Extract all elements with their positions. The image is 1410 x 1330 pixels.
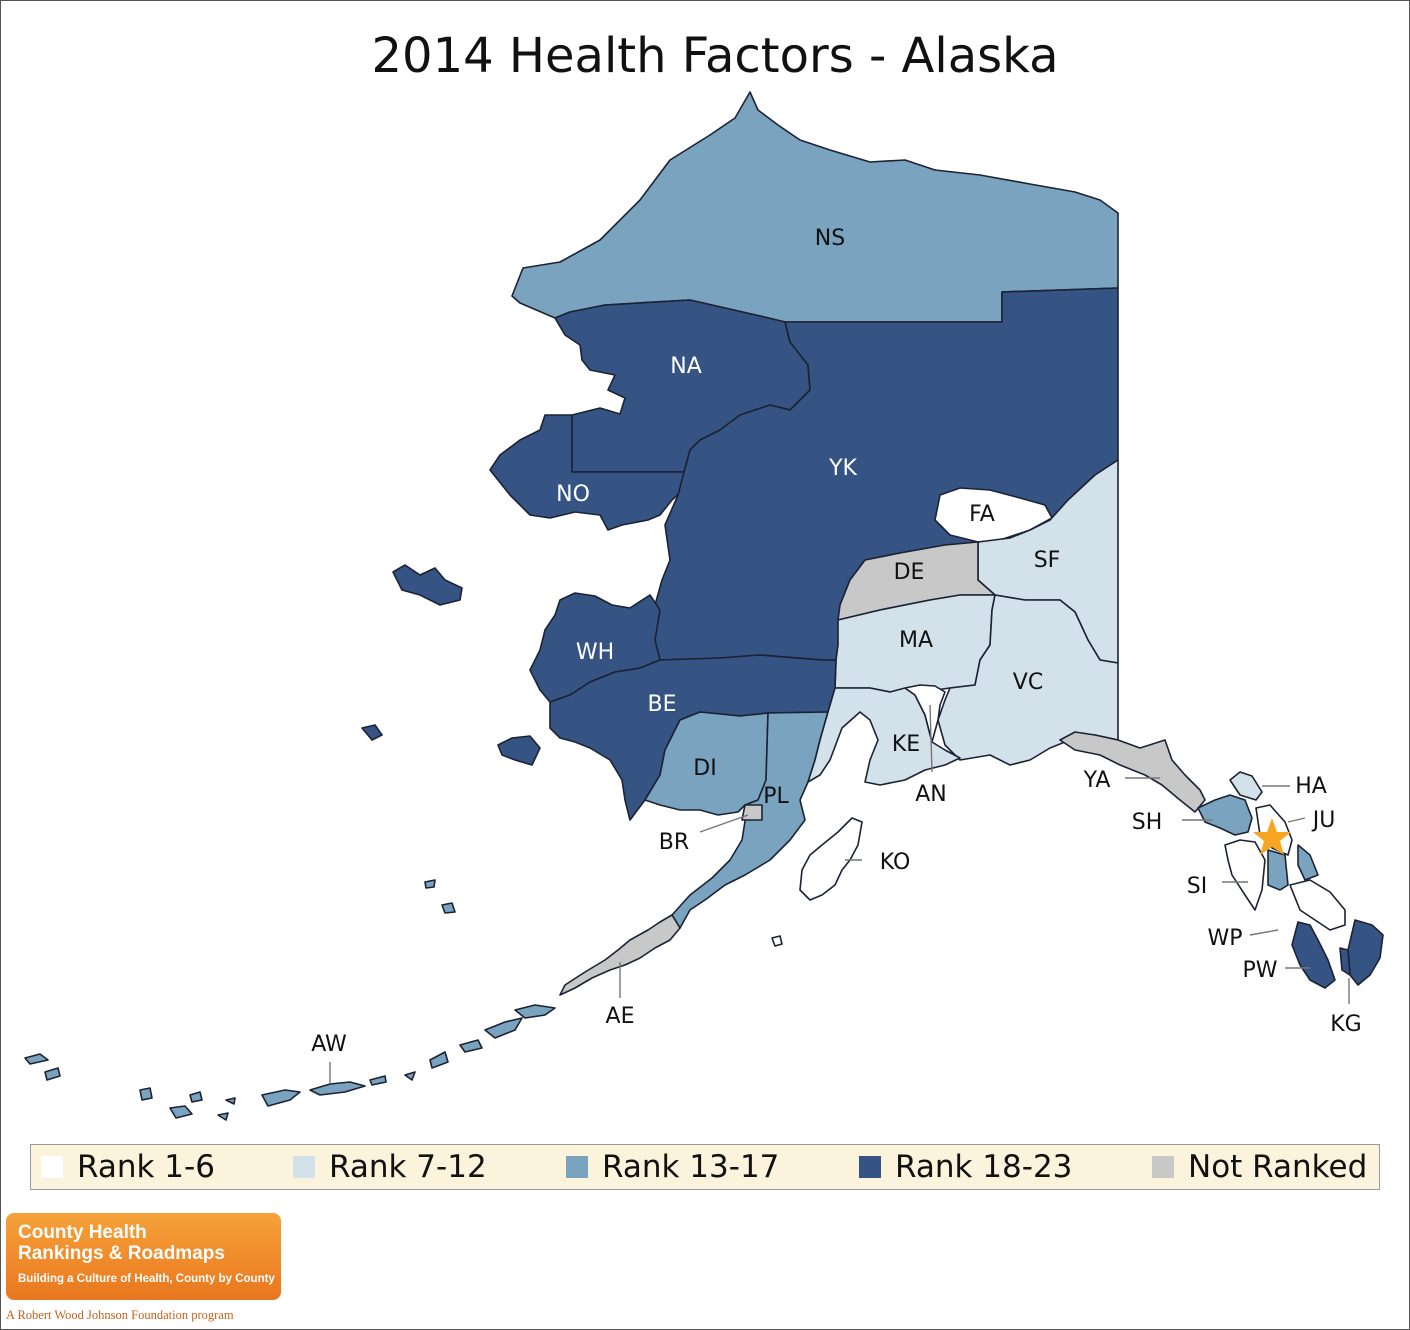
legend-item-rank-1-6: Rank 1-6 (41, 1149, 215, 1185)
region-sh[interactable] (1197, 794, 1253, 836)
region-aw[interactable] (24, 1004, 556, 1121)
legend: Rank 1-6 Rank 7-12 Rank 13-17 Rank 18-23… (30, 1144, 1380, 1190)
alaska-map: NS NA NO YK FA SF DE MA VC WH BE DI PL K… (24, 91, 1384, 1121)
legend-label: Rank 7-12 (329, 1149, 487, 1185)
legend-label: Rank 18-23 (895, 1149, 1073, 1185)
label-ha: HA (1295, 774, 1327, 799)
logo-line-2: Rankings & Roadmaps (18, 1243, 225, 1264)
region-di[interactable] (644, 711, 769, 816)
label-wp: WP (1207, 926, 1242, 951)
region-ko[interactable] (799, 817, 863, 901)
legend-swatch (41, 1156, 63, 1178)
region-an[interactable] (904, 684, 946, 743)
label-be: BE (648, 692, 677, 717)
label-ma: MA (899, 628, 933, 653)
label-wh: WH (576, 640, 614, 665)
label-fa: FA (969, 502, 995, 527)
legend-label: Rank 1-6 (77, 1149, 215, 1185)
region-bering-island[interactable] (361, 724, 383, 741)
label-ya: YA (1083, 768, 1111, 793)
region-st-lawrence-island[interactable] (392, 564, 463, 606)
label-ns: NS (815, 226, 845, 251)
legend-label: Rank 13-17 (602, 1149, 780, 1185)
region-vc[interactable] (937, 594, 1119, 766)
label-ke: KE (892, 732, 920, 757)
label-si: SI (1187, 874, 1207, 899)
label-sf: SF (1034, 548, 1061, 573)
label-aw: AW (311, 1032, 347, 1057)
label-di: DI (693, 756, 716, 781)
label-de: DE (894, 560, 925, 585)
label-yk: YK (828, 456, 857, 481)
region-wp[interactable] (1289, 879, 1346, 931)
legend-item-not-ranked: Not Ranked (1152, 1149, 1368, 1185)
label-vc: VC (1013, 670, 1043, 695)
region-ya[interactable] (1059, 731, 1206, 813)
label-no: NO (556, 482, 590, 507)
label-an: AN (915, 782, 947, 807)
region-sh-3[interactable] (1297, 844, 1319, 881)
legend-label: Not Ranked (1188, 1149, 1368, 1185)
region-pw[interactable] (1291, 921, 1336, 989)
label-sh: SH (1132, 810, 1163, 835)
region-pribilof-1[interactable] (424, 879, 436, 889)
capital-star-icon (1253, 818, 1291, 855)
label-ae: AE (606, 1004, 635, 1029)
label-ko: KO (880, 850, 911, 875)
region-ae[interactable] (559, 914, 681, 996)
label-pl: PL (763, 784, 789, 809)
label-leader-lines (329, 704, 1350, 1084)
region-ko-island[interactable] (771, 935, 783, 947)
label-kg: KG (1330, 1012, 1361, 1037)
region-sh-2[interactable] (1267, 849, 1289, 891)
region-ha[interactable] (1229, 771, 1263, 801)
logo-tagline: Building a Culture of Health, County by … (18, 1273, 275, 1285)
region-kg-2[interactable] (1339, 947, 1351, 976)
legend-swatch (859, 1156, 881, 1178)
county-health-rankings-logo[interactable]: County Health Rankings & Roadmaps Buildi… (6, 1213, 281, 1300)
label-ju: JU (1311, 808, 1336, 833)
legend-item-rank-18-23: Rank 18-23 (859, 1149, 1073, 1185)
region-be[interactable] (549, 654, 837, 821)
legend-swatch (566, 1156, 588, 1178)
label-na: NA (670, 354, 702, 379)
region-si[interactable] (1224, 839, 1266, 911)
label-br: BR (659, 830, 689, 855)
region-ns[interactable] (511, 91, 1119, 323)
sponsor-text: A Robert Wood Johnson Foundation program (6, 1308, 234, 1322)
region-pribilof-2[interactable] (441, 902, 456, 914)
region-kg[interactable] (1347, 919, 1384, 986)
region-br[interactable] (741, 804, 763, 821)
legend-swatch (293, 1156, 315, 1178)
legend-item-rank-7-12: Rank 7-12 (293, 1149, 487, 1185)
legend-item-rank-13-17: Rank 13-17 (566, 1149, 780, 1185)
map-title: 2014 Health Factors - Alaska (371, 28, 1059, 84)
label-pw: PW (1242, 958, 1277, 983)
logo-line-1: County Health (18, 1222, 147, 1243)
legend-swatch (1152, 1156, 1174, 1178)
region-nunivak-island[interactable] (497, 735, 541, 766)
